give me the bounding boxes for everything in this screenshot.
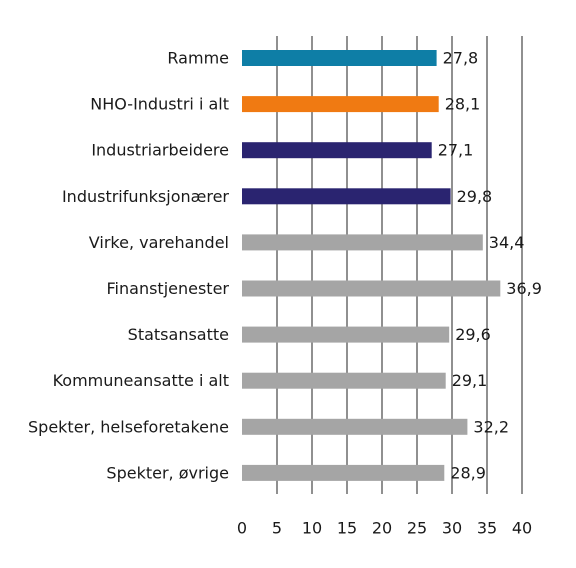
x-axis-ticks: 0 5 10 15 20 25 30 35 40 [237,519,532,538]
label-layer: Ramme 27,8 NHO-Industri i alt 28,1 Industria… [28,49,542,483]
bar-layer [242,50,501,481]
category-label: Industriarbeidere [91,141,229,160]
category-label: Ramme [167,49,229,68]
bar [242,50,437,66]
x-tick-label: 10 [302,519,322,538]
value-label: 28,9 [450,463,486,482]
category-label: Finanstjenester [107,279,230,298]
category-label: NHO-Industri i alt [90,95,229,114]
category-label: Industrifunksjonærer [62,187,229,206]
x-tick-label: 40 [512,519,532,538]
value-label: 28,1 [445,95,481,114]
value-label: 29,1 [452,371,488,390]
x-tick-label: 30 [442,519,462,538]
category-label: Kommuneansatte i alt [53,371,229,390]
bar [242,372,446,389]
bar [242,142,432,159]
value-label: 29,8 [457,187,493,206]
value-label: 27,8 [443,49,479,68]
bar [242,234,483,251]
category-label: Virke, varehandel [89,233,229,252]
value-label: 29,6 [455,325,491,344]
value-label: 36,9 [506,279,542,298]
category-label: Spekter, øvrige [106,463,229,482]
x-tick-label: 25 [407,519,427,538]
bar [242,188,451,205]
bar [242,96,439,113]
category-label: Spekter, helseforetakene [28,417,229,436]
grid-layer [276,36,523,494]
bar [242,326,450,343]
x-tick-label: 20 [372,519,392,538]
x-tick-label: 15 [337,519,357,538]
value-label: 32,2 [473,417,509,436]
bar [242,464,445,481]
x-tick-label: 5 [272,519,282,538]
category-label: Statsansatte [128,325,229,344]
x-tick-label: 35 [477,519,497,538]
value-label: 34,4 [489,233,525,252]
bar [242,418,468,435]
value-label: 27,1 [438,141,474,160]
bar [242,280,501,297]
x-tick-label: 0 [237,519,247,538]
